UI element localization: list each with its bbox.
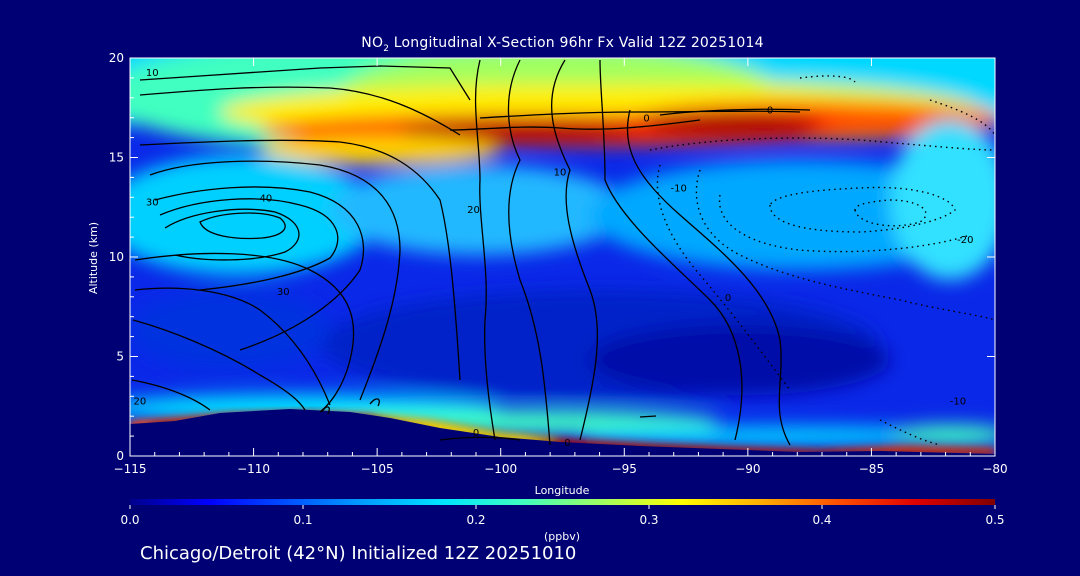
y-tick-label: 5 (116, 350, 124, 364)
contour-labels: 10 30 40 30 20 20 10 0 0 -10 -20 0 -10 0 0 (134, 68, 974, 449)
x-axis: −115 −110 −105 −100 −95 −90 −85 −80 (114, 58, 1008, 476)
title-subscript: 2 (383, 43, 390, 54)
initialization-caption: Chicago/Detroit (42°N) Initialized 12Z 2… (140, 543, 577, 564)
contour-label: 0 (725, 293, 731, 304)
x-tick-label: −105 (361, 462, 394, 476)
y-axis-label: Altitude (km) (87, 222, 100, 294)
colorbar-tick-label: 0.3 (639, 513, 658, 527)
x-tick-label: −85 (859, 462, 884, 476)
x-tick-label: −90 (735, 462, 760, 476)
contour-label: 40 (260, 193, 273, 204)
contour-label: 20 (134, 396, 147, 407)
chart-title: NO2 Longitudinal X-Section 96hr Fx Valid… (130, 35, 995, 54)
title-prefix: NO (361, 35, 384, 51)
title-rest: Longitudinal X-Section 96hr Fx Valid 12Z… (389, 35, 764, 51)
colorbar: 0.0 0.1 0.2 0.3 0.4 0.5 (ppbv) (120, 499, 1005, 543)
x-tick-label: −95 (612, 462, 637, 476)
contour-label: 10 (554, 167, 567, 178)
y-tick-label: 0 (116, 449, 124, 463)
contour-lines (131, 59, 811, 446)
x-tick-label: −115 (114, 462, 147, 476)
y-axis: 0 5 10 15 20 (109, 51, 995, 463)
x-tick-label: −80 (982, 462, 1007, 476)
x-tick-label: −110 (237, 462, 270, 476)
contour-label: 0 (564, 438, 570, 449)
negative-contour-lines (649, 75, 995, 446)
x-tick-label: −100 (484, 462, 517, 476)
contour-label: 0 (767, 106, 773, 117)
colorbar-tick-label: 0.4 (812, 513, 831, 527)
contour-label: 0 (643, 114, 649, 125)
y-tick-label: 20 (109, 51, 124, 65)
y-tick-label: 10 (109, 250, 124, 264)
contour-label: 30 (146, 197, 159, 208)
contour-label: -10 (670, 183, 686, 194)
colorbar-tick-label: 0.2 (466, 513, 485, 527)
colorbar-tick-label: 0.1 (293, 513, 312, 527)
colorbar-ramp (130, 499, 995, 505)
contour-label: -10 (950, 396, 966, 407)
colorbar-tick-label: 0.0 (120, 513, 139, 527)
y-tick-label: 15 (109, 151, 124, 165)
contour-label: 10 (146, 68, 159, 79)
contour-label: 30 (277, 287, 290, 298)
plot-area (130, 58, 995, 456)
colorbar-tick-label: 0.5 (985, 513, 1004, 527)
colorbar-units: (ppbv) (544, 530, 580, 543)
contour-label: 20 (467, 205, 480, 216)
contour-label: 0 (473, 428, 479, 439)
contour-label: -20 (957, 235, 973, 246)
x-axis-label: Longitude (535, 484, 590, 497)
